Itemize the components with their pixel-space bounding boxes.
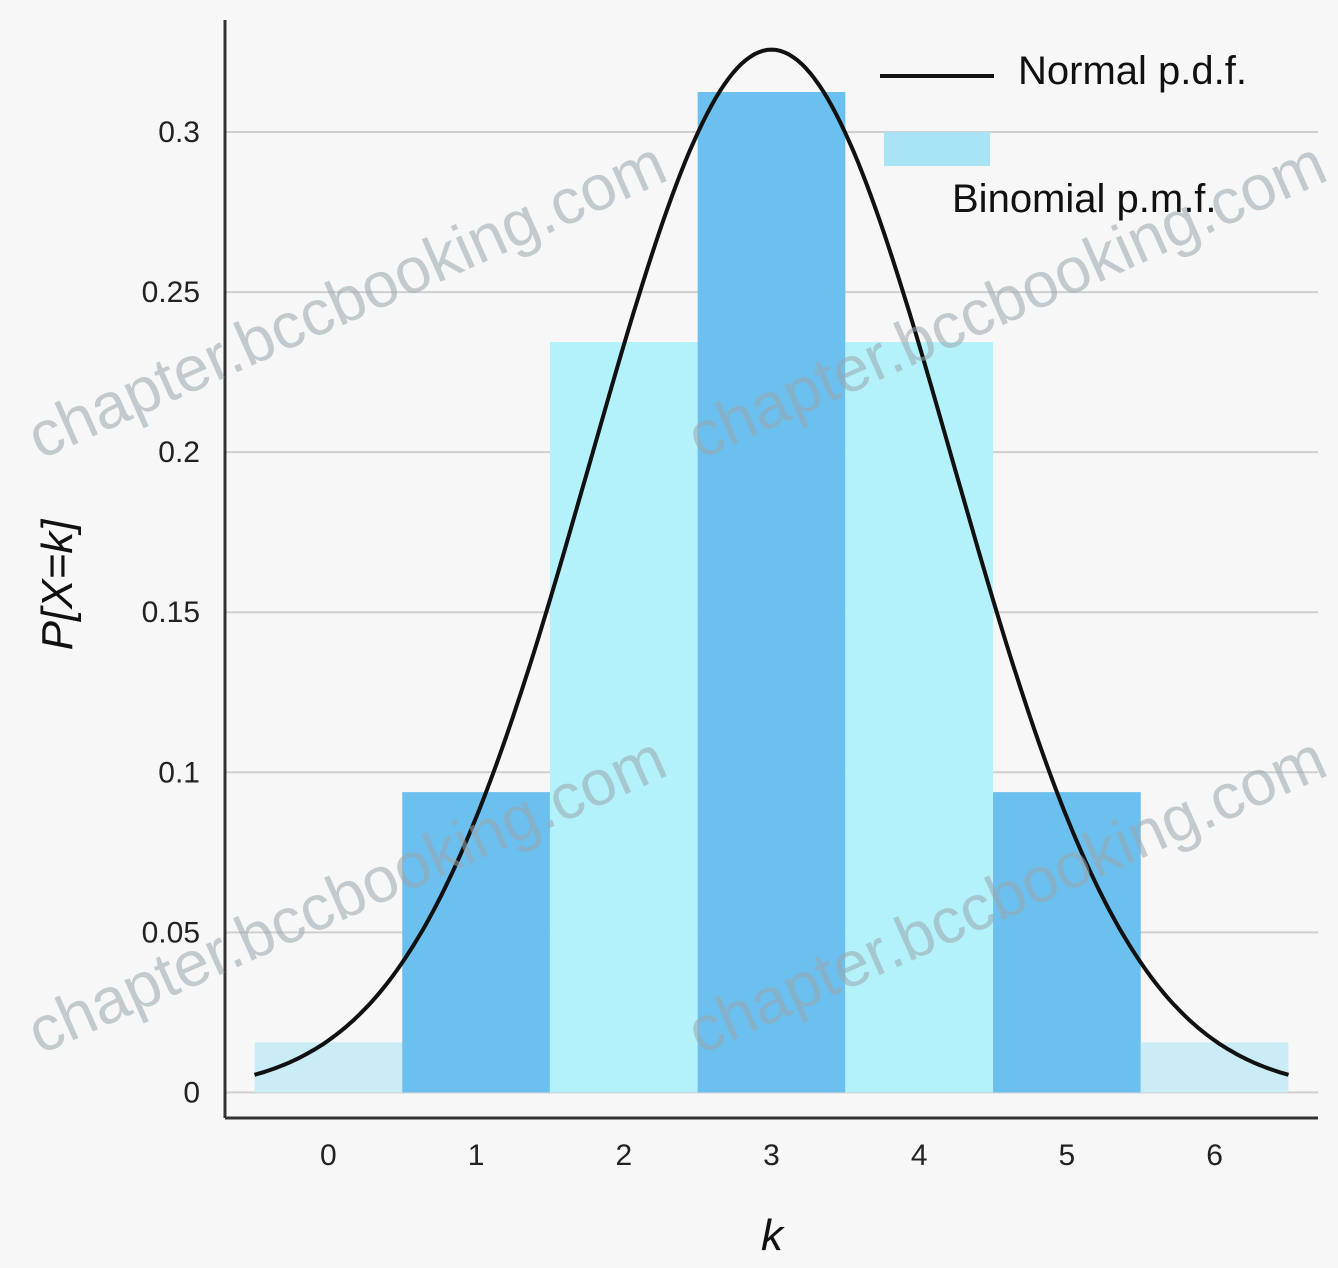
- x-tick-label: 3: [763, 1139, 780, 1172]
- normal-pdf-curve: [253, 47, 1290, 1077]
- legend-binomial-label: Binomial p.m.f.: [952, 177, 1217, 221]
- y-tick-label: 0.05: [142, 916, 200, 949]
- x-tick-label: 2: [615, 1139, 632, 1172]
- bar-k-1: [402, 792, 550, 1093]
- bar-k-4: [845, 342, 994, 1093]
- legend-normal-label: Normal p.d.f.: [1018, 49, 1247, 93]
- x-tick-label: 0: [320, 1139, 337, 1172]
- y-tick-label: 0.25: [142, 276, 200, 309]
- bars-binomial-pmf: [254, 92, 1289, 1093]
- axes: [223, 20, 1318, 1120]
- y-tick-label: 0.1: [158, 756, 200, 789]
- bar-k-5: [993, 792, 1141, 1093]
- x-tick-labels: 0 1 2 3 4 5 6: [320, 1139, 1223, 1172]
- x-tick-label: 6: [1206, 1139, 1223, 1172]
- legend: Normal p.d.f. Binomial p.m.f.: [880, 49, 1247, 221]
- y-axis-label: P[X=k]: [33, 518, 82, 651]
- x-tick-label: 5: [1059, 1139, 1076, 1172]
- legend-binomial-swatch: [884, 132, 990, 166]
- y-tick-label: 0.15: [142, 596, 200, 629]
- y-tick-labels: 0 0.05 0.1 0.15 0.2 0.25 0.3: [142, 116, 200, 1109]
- x-tick-label: 1: [468, 1139, 485, 1172]
- bar-k-2: [549, 342, 698, 1093]
- y-tick-label: 0.3: [158, 116, 200, 149]
- bar-k-3: [697, 92, 846, 1093]
- x-tick-label: 4: [911, 1139, 928, 1172]
- y-tick-label: 0.2: [158, 436, 200, 469]
- y-tick-label: 0: [183, 1076, 200, 1109]
- x-axis-label: k: [761, 1211, 785, 1260]
